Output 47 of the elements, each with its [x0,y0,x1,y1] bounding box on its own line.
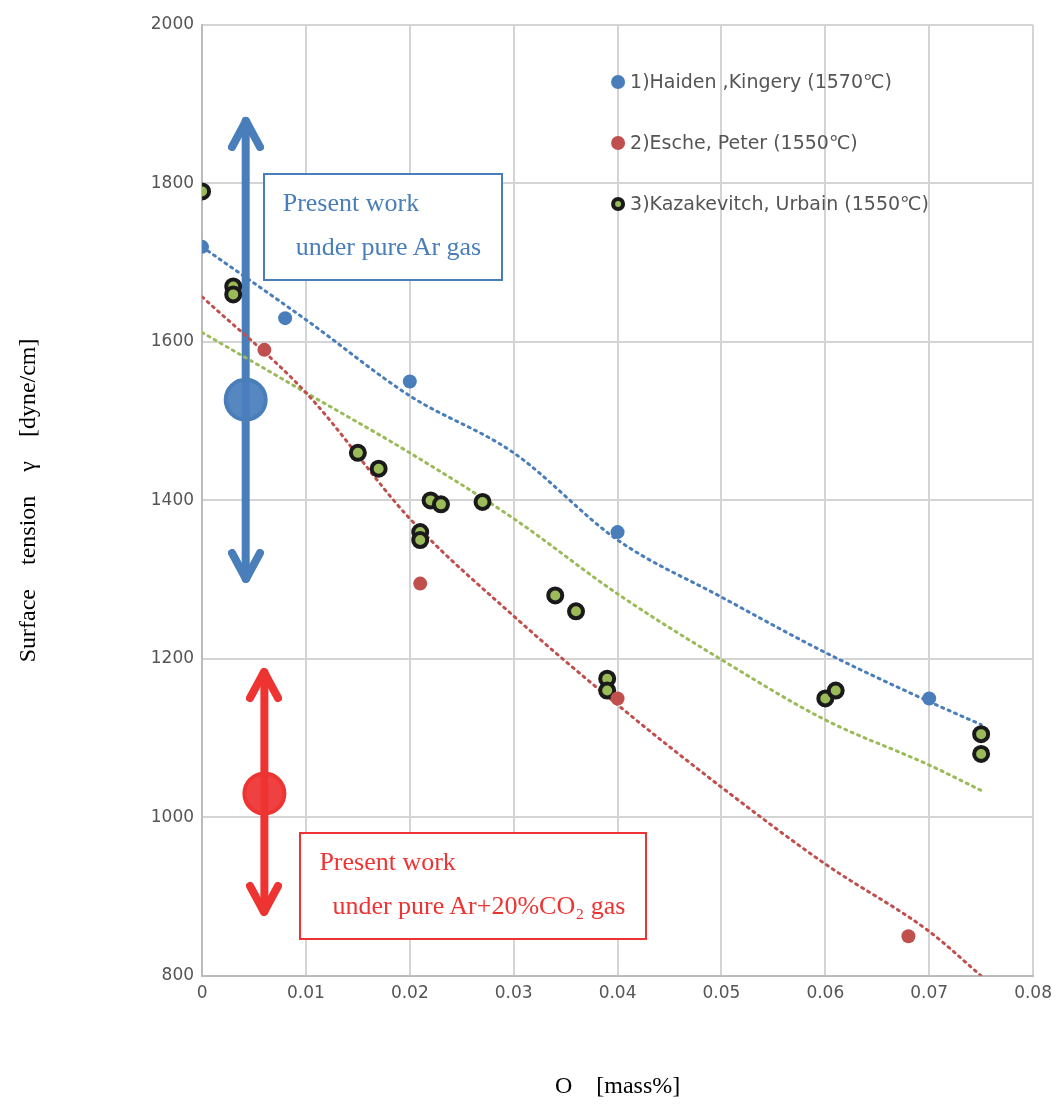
point [348,443,367,462]
point [972,725,991,744]
point [598,681,617,700]
y-tick-label: 1800 [150,171,195,192]
point [257,342,272,357]
point [922,691,937,706]
y-tick-label: 2000 [150,13,195,34]
x-tick-label: 0.03 [494,982,533,1003]
point [546,586,565,605]
annotation: Present work under pure Ar gas [262,172,504,281]
x-tick-label: 0.06 [806,982,845,1003]
point [610,691,625,706]
annotation: Present work under pure Ar+20%CO₂ gas [299,831,648,940]
point [972,744,991,763]
point [242,771,287,816]
x-tick-label: 0.01 [287,982,325,1003]
point [369,459,388,478]
x-tick-label: 0.08 [1014,982,1052,1003]
y-tick-label: 1000 [150,805,195,826]
point [567,602,586,621]
point [610,525,625,540]
y-tick-label: 1600 [150,330,195,351]
point [223,377,268,422]
point [431,495,450,514]
point [278,311,293,326]
point [402,374,417,389]
point [473,492,492,511]
legend-label: 3)Kazakevitch, Urbain (1550℃) [630,191,929,214]
x-tick-label: 0 [196,982,208,1003]
point [224,285,243,304]
x-tick-label: 0.07 [910,982,949,1003]
legend-label: 2)Esche, Peter (1550℃) [630,130,858,153]
point [826,681,845,700]
y-axis-title: Surface tension γ [dyne/cm] [13,338,40,663]
line-series [202,295,983,976]
x-tick-label: 0.05 [702,982,741,1003]
point [901,929,916,944]
point [411,531,430,550]
x-tick-label: 0.02 [390,982,429,1003]
y-tick-label: 1400 [150,488,195,509]
y-tick-label: 800 [161,964,195,985]
x-tick-label: 0.04 [598,982,637,1003]
y-tick-label: 1200 [150,647,195,668]
legend-label: 1)Haiden ,Kingery (1570℃) [630,69,892,92]
point [413,576,428,591]
x-axis-title: O [mass%] [554,1071,681,1098]
line-series [202,330,983,792]
